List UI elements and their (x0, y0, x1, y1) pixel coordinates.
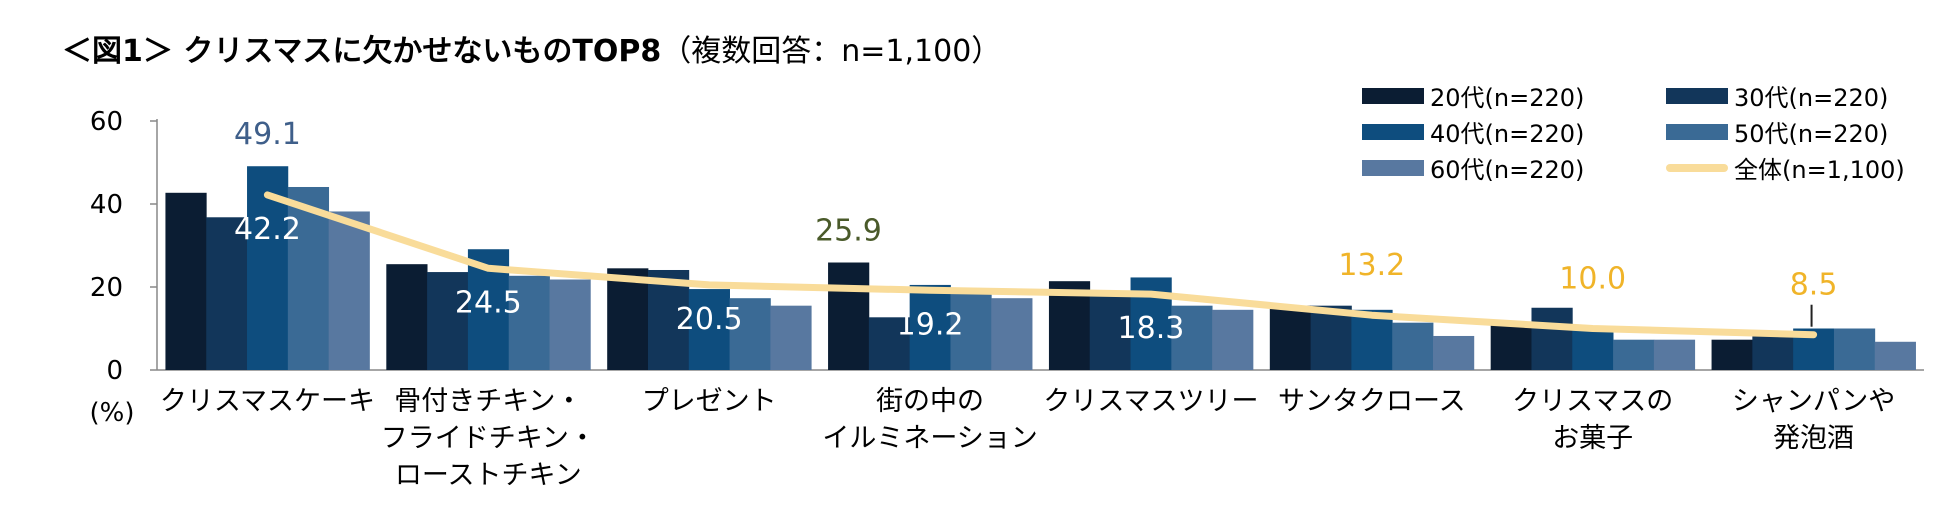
bar-40s-3 (909, 284, 951, 370)
bar-30s-0 (206, 217, 248, 370)
data-label: 49.1 (234, 117, 301, 152)
bar-20s-2 (607, 268, 649, 370)
legend-swatch-50s (1666, 123, 1728, 140)
legend-item-50s: 50代(n=220) (1666, 114, 1888, 149)
legend-item-20s: 20代(n=220) (1362, 78, 1584, 113)
bar-60s-6 (1653, 339, 1696, 370)
x-category-label: サンタクロース (1278, 386, 1466, 417)
bar-50s-2 (729, 298, 771, 370)
bar-30s-5 (1310, 305, 1352, 370)
data-label: 10.0 (1559, 262, 1626, 297)
y-tick-label: 20 (90, 273, 123, 303)
x-category-label: ローストチキン (395, 460, 582, 491)
bar-20s-5 (1269, 305, 1312, 370)
data-label: 8.5 (1790, 268, 1838, 303)
bar-60s-4 (1212, 309, 1254, 370)
legend-item-60s: 60代(n=220) (1362, 150, 1584, 185)
bar-20s-7 (1711, 339, 1753, 370)
x-category-label: クリスマスケーキ (160, 386, 375, 417)
bar-30s-6 (1531, 307, 1573, 370)
x-category-label: プレゼント (642, 386, 777, 417)
bar-50s-4 (1171, 305, 1213, 370)
bar-60s-1 (549, 279, 591, 370)
bar-50s-3 (950, 289, 992, 370)
bar-60s-3 (991, 298, 1033, 370)
legend-label-20s: 20代(n=220) (1430, 84, 1585, 112)
chart-title-note: （複数回答：n=1,100） (661, 34, 1002, 69)
legend-swatch-30s (1666, 87, 1728, 104)
legend-label-total: 全体(n=1,100) (1734, 156, 1905, 184)
bar-30s-7 (1752, 334, 1794, 370)
bar-50s-7 (1833, 328, 1876, 370)
legend-item-30s: 30代(n=220) (1666, 78, 1888, 113)
x-category-label: お菓子 (1552, 423, 1633, 454)
x-category-label: クリスマスの (1512, 386, 1673, 417)
x-category-label: 街の中の (876, 386, 984, 417)
legend-swatch-20s (1362, 87, 1424, 104)
bar-50s-6 (1613, 339, 1655, 370)
data-label: 19.2 (897, 307, 964, 342)
bar-60s-7 (1874, 341, 1916, 370)
x-category-label: シャンパンや (1732, 386, 1895, 417)
bar-50s-5 (1392, 322, 1434, 370)
legend-item-total: 全体(n=1,100) (1666, 150, 1905, 185)
bar-40s-2 (688, 289, 730, 370)
bar-40s-6 (1572, 328, 1614, 370)
bar-40s-5 (1351, 309, 1393, 370)
data-label: 25.9 (815, 214, 882, 249)
y-axis-unit-label: (%) (90, 398, 135, 428)
bar-30s-3 (868, 317, 911, 370)
line-total (263, 191, 1818, 339)
x-category-label: フライドチキン・ (381, 423, 596, 454)
bar-60s-5 (1433, 335, 1475, 370)
bar-50s-1 (508, 275, 550, 370)
data-label: 24.5 (455, 285, 522, 320)
bar-20s-1 (386, 264, 428, 370)
chart-title-main: ＜図1＞ クリスマスに欠かせないものTOP8 (62, 34, 662, 69)
legend-item-40s: 40代(n=220) (1362, 114, 1584, 149)
legend-label-60s: 60代(n=220) (1430, 156, 1585, 184)
legend-label-30s: 30代(n=220) (1734, 84, 1889, 112)
bar-20s-0 (165, 192, 207, 370)
x-category-label: 発泡酒 (1773, 423, 1854, 454)
bar-30s-1 (427, 272, 469, 370)
legend-swatch-60s (1362, 159, 1424, 176)
y-tick-label: 60 (90, 107, 123, 137)
legend-swatch-40s (1362, 123, 1424, 140)
data-label: 18.3 (1118, 311, 1185, 346)
bar-60s-2 (770, 305, 812, 370)
bar-50s-0 (287, 186, 330, 370)
y-tick-label: 40 (90, 190, 123, 220)
data-label: 13.2 (1338, 248, 1405, 283)
legend-swatch-total (1666, 163, 1728, 172)
bar-30s-2 (647, 269, 690, 370)
data-label: 42.2 (234, 212, 301, 247)
legend-label-40s: 40代(n=220) (1430, 120, 1585, 148)
x-category-label: イルミネーション (822, 423, 1037, 454)
legend-label-50s: 50代(n=220) (1734, 120, 1889, 148)
x-category-label: 骨付きチキン・ (394, 386, 582, 417)
bar-30s-4 (1089, 294, 1131, 370)
y-tick-label: 0 (106, 356, 123, 386)
bar-20s-6 (1490, 322, 1532, 370)
data-label: 20.5 (676, 302, 743, 337)
bar-20s-3 (828, 262, 870, 370)
chart-title: ＜図1＞ クリスマスに欠かせないものTOP8（複数回答：n=1,100） (62, 26, 1001, 70)
bar-60s-0 (328, 211, 370, 370)
x-category-label: クリスマスツリー (1043, 386, 1258, 417)
